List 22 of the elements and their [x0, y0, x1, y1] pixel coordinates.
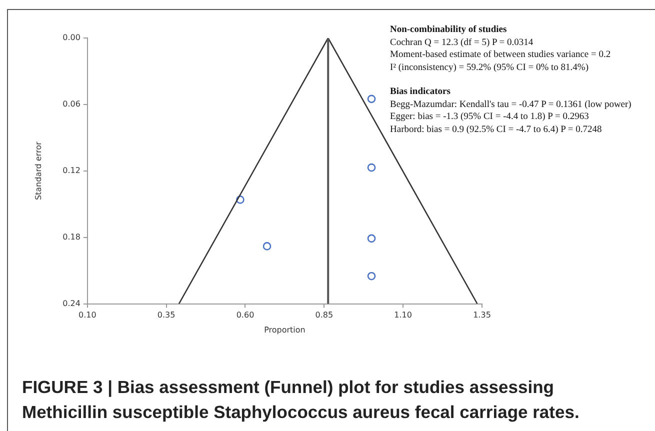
x-axis-title: Proportion — [264, 325, 306, 334]
x-tick-label: 0.85 — [315, 310, 334, 320]
x-tick-label: 0.10 — [78, 310, 96, 320]
x-tick-label: 0.35 — [157, 310, 176, 320]
y-tick-label: 0.06 — [62, 100, 80, 109]
point — [262, 242, 272, 250]
x-tick-label: 1.10 — [394, 310, 412, 320]
point — [367, 272, 376, 280]
y-tick-label: 0.24 — [62, 298, 80, 308]
y-tick-label: 0.18 — [62, 232, 80, 242]
point — [367, 163, 376, 172]
y-tick-label: 0.00 — [62, 33, 80, 42]
x-tick-label: 0.60 — [236, 310, 254, 320]
annotation: Bias indicators Begg-Mazumdar: Kendall's tau = -0.47 P = 0.1361 (low power) Egger: bias = -1.3 (95% CI = -4.4 to 1.8) P = 0.2963 Harbord: bias = 0.9 (92.5% CI = -4.7 to 6.4) P = 0.7248 — [390, 86, 632, 136]
text: FIGURE 3 | Bias assessment (Funnel) plot for studies assessing Methicillin susceptible Staphylococcus aureus fecal carriage rates. — [22, 376, 580, 424]
y-tick-label: 0.12 — [62, 166, 80, 175]
point — [236, 196, 244, 204]
x-tick-label: 1.35 — [473, 310, 491, 320]
point — [367, 94, 376, 104]
y-axis-title: Standard error — [34, 141, 43, 200]
point — [367, 234, 376, 243]
annotation: Non-combinability of studies Cochran Q = 12.3 (df = 5) P = 0.0314 Moment-based estimate of between studies variance = 0.2 I² (inconsistency) = 59.2% (95% CI = 0% to 81.4%) — [390, 24, 612, 74]
